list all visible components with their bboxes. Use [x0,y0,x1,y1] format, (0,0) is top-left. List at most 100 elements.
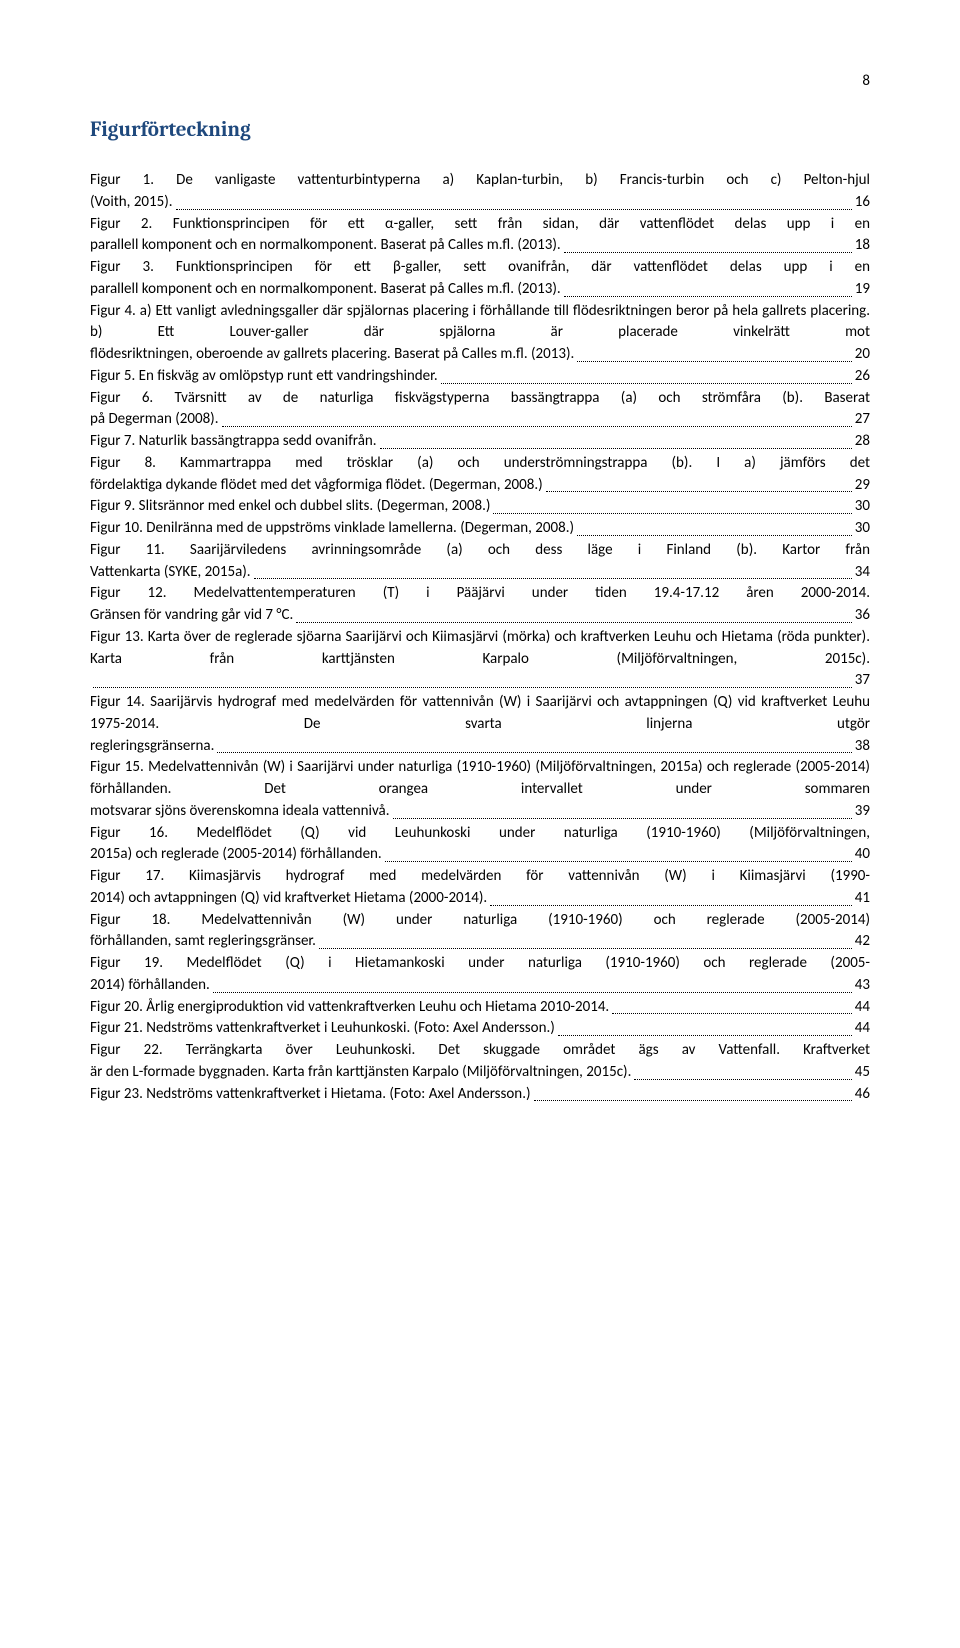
toc-entry-text: Figur 14. Saarijärvis hydrograf med mede… [90,692,870,736]
toc-page-number: 16 [855,192,870,214]
toc-leader [217,752,851,753]
toc-page-number: 39 [855,801,870,823]
toc-entry-lastline: förhållanden, samt regleringsgränser. [90,931,316,953]
toc-page-number: 46 [855,1084,870,1106]
toc-leader [319,948,852,949]
toc-entry: Figur 15. Medelvattennivån (W) i Saarijä… [90,757,870,822]
toc-entry-lastline: 2014) förhållanden. [90,975,210,997]
toc-page-number: 36 [855,605,870,627]
toc-leader [393,818,852,819]
toc-entry: Figur 19. Medelflödet (Q) i Hietamankosk… [90,953,870,997]
toc-entry-text: Figur 18. Medelvattennivån (W) under nat… [90,910,870,932]
toc-leader [577,361,851,362]
toc-entry: Figur 9. Slitsrännor med enkel och dubbe… [90,496,870,518]
toc-leader [380,448,852,449]
toc-leader [385,861,852,862]
toc-page-number: 40 [855,844,870,866]
toc-leader [296,622,851,623]
toc-entry-text: Figur 12. Medelvattentemperaturen (T) i … [90,583,870,605]
toc-entry-lastline: regleringsgränserna. [90,736,214,758]
toc-entry-lastline: fördelaktiga dykande flödet med det vågf… [90,475,543,497]
toc-page-number: 19 [855,279,870,301]
toc-entry-lastline: Figur 7. Naturlik bassängtrappa sedd ova… [90,431,377,453]
toc-entry-text: Figur 8. Kammartrappa med trösklar (a) o… [90,453,870,475]
toc-page-number: 43 [855,975,870,997]
toc-entry: Figur 13. Karta över de reglerade sjöarn… [90,627,870,692]
toc-leader [546,491,852,492]
toc-entry-text: Figur 11. Saarijärviledens avrinningsomr… [90,540,870,562]
toc-entry: Figur 7. Naturlik bassängtrappa sedd ova… [90,431,870,453]
toc-entry: Figur 12. Medelvattentemperaturen (T) i … [90,583,870,627]
page-heading: Figurförteckning [90,118,870,142]
toc-leader [490,905,852,906]
toc-entry: Figur 20. Årlig energiproduktion vid vat… [90,997,870,1019]
toc-entry: Figur 14. Saarijärvis hydrograf med mede… [90,692,870,757]
toc-entry: Figur 3. Funktionsprincipen för ett β-ga… [90,257,870,301]
toc-leader [254,578,852,579]
toc-page-number: 26 [855,366,870,388]
toc-page-number: 44 [855,997,870,1019]
toc-entry-text: Figur 3. Funktionsprincipen för ett β-ga… [90,257,870,279]
toc-entry-lastline: flödesriktningen, oberoende av gallrets … [90,344,574,366]
toc-leader [441,383,852,384]
toc-entry-text: Figur 15. Medelvattennivån (W) i Saarijä… [90,757,870,801]
toc-entry-text: Figur 2. Funktionsprincipen för ett α-ga… [90,214,870,236]
toc-page-number: 18 [855,235,870,257]
toc-entry-text: Figur 22. Terrängkarta över Leuhunkoski.… [90,1040,870,1062]
toc-entry-text: Figur 19. Medelflödet (Q) i Hietamankosk… [90,953,870,975]
toc-entry-text: Figur 16. Medelflödet (Q) vid Leuhunkosk… [90,823,870,845]
toc-leader [93,687,852,688]
toc-leader [534,1100,852,1101]
toc-entry: Figur 23. Nedströms vattenkraftverket i … [90,1084,870,1106]
toc-page-number: 38 [855,736,870,758]
toc-entry: Figur 11. Saarijärviledens avrinningsomr… [90,540,870,584]
toc-entry-lastline: parallell komponent och en normalkompone… [90,279,561,301]
toc-leader [564,296,852,297]
toc-entry: Figur 18. Medelvattennivån (W) under nat… [90,910,870,954]
toc-entry-lastline: parallell komponent och en normalkompone… [90,235,561,257]
toc-page-number: 20 [855,344,870,366]
toc-entry-lastline: 2014) och avtappningen (Q) vid kraftverk… [90,888,487,910]
toc-page-number: 27 [855,409,870,431]
toc-entry-lastline: är den L-formade byggnaden. Karta från k… [90,1062,631,1084]
toc-entry: Figur 1. De vanligaste vattenturbintyper… [90,170,870,214]
toc-page-number: 29 [855,475,870,497]
toc-entry: Figur 4. a) Ett vanligt avledningsgaller… [90,301,870,366]
toc-entry: Figur 6. Tvärsnitt av de naturliga fiskv… [90,388,870,432]
page-number: 8 [90,72,870,90]
toc-leader [558,1035,852,1036]
toc-leader [176,209,852,210]
toc-entry-lastline: 2015a) och reglerade (2005-2014) förhåll… [90,844,382,866]
toc-page-number: 30 [855,496,870,518]
toc-entry: Figur 2. Funktionsprincipen för ett α-ga… [90,214,870,258]
toc-entry: Figur 5. En fiskväg av omlöpstyp runt et… [90,366,870,388]
toc-entry-lastline: Figur 20. Årlig energiproduktion vid vat… [90,997,609,1019]
toc-page-number: 34 [855,562,870,584]
toc-leader [577,535,852,536]
toc-entry-lastline: motsvarar sjöns överenskomna ideala vatt… [90,801,390,823]
toc-entry-lastline: Gränsen för vandring går vid 7 °C. [90,605,293,627]
toc-entry-lastline: Figur 9. Slitsrännor med enkel och dubbe… [90,496,490,518]
toc-entry: Figur 17. Kiimasjärvis hydrograf med med… [90,866,870,910]
toc-entry-lastline: Vattenkarta (SYKE, 2015a). [90,562,251,584]
toc-page-number: 37 [855,670,870,692]
toc-entry-text: Figur 6. Tvärsnitt av de naturliga fiskv… [90,388,870,410]
toc-page-number: 45 [855,1062,870,1084]
toc-entry-lastline: Figur 5. En fiskväg av omlöpstyp runt et… [90,366,438,388]
toc-entry-lastline: Figur 10. Denilränna med de uppströms vi… [90,518,574,540]
toc-page-number: 30 [855,518,870,540]
toc-entry: Figur 10. Denilränna med de uppströms vi… [90,518,870,540]
toc-leader [612,1013,852,1014]
toc-entry-lastline: Figur 21. Nedströms vattenkraftverket i … [90,1018,555,1040]
toc-entry-text: Figur 1. De vanligaste vattenturbintyper… [90,170,870,192]
toc-entry-text: Figur 17. Kiimasjärvis hydrograf med med… [90,866,870,888]
toc-page-number: 42 [855,931,870,953]
toc-entry-text: Figur 13. Karta över de reglerade sjöarn… [90,627,870,671]
toc-entry: Figur 16. Medelflödet (Q) vid Leuhunkosk… [90,823,870,867]
toc-leader [564,252,852,253]
toc-page-number: 41 [855,888,870,910]
toc-page-number: 44 [855,1018,870,1040]
toc-leader [634,1079,851,1080]
toc-entry: Figur 8. Kammartrappa med trösklar (a) o… [90,453,870,497]
toc-entry-lastline: på Degerman (2008). [90,409,219,431]
